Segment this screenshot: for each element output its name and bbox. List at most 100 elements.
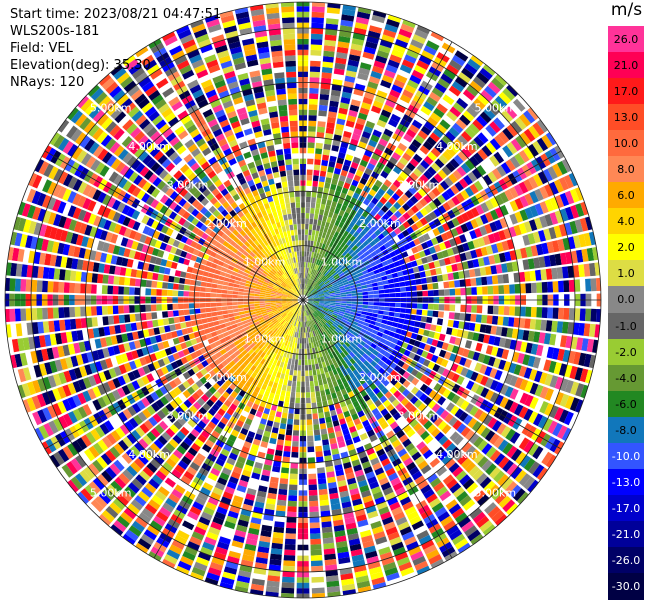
- velocity-gate: [80, 283, 86, 294]
- velocity-gate: [277, 433, 285, 441]
- velocity-gate: [395, 104, 406, 114]
- velocity-gate: [308, 364, 312, 371]
- velocity-gate: [445, 499, 458, 511]
- velocity-gate: [459, 234, 467, 243]
- velocity-gate: [518, 222, 527, 235]
- velocity-gate: [206, 282, 212, 288]
- velocity-gate: [432, 363, 441, 373]
- velocity-gate: [323, 324, 328, 331]
- velocity-gate: [519, 209, 529, 221]
- velocity-gate: [377, 383, 385, 391]
- velocity-gate: [545, 454, 557, 468]
- velocity-gate: [449, 529, 463, 541]
- velocity-gate: [506, 124, 519, 137]
- velocity-gate: [393, 201, 402, 210]
- velocity-gate: [498, 252, 507, 263]
- velocity-gate: [473, 136, 485, 148]
- velocity-gate: [359, 317, 366, 322]
- velocity-gate: [373, 325, 380, 331]
- velocity-gate: [332, 79, 343, 86]
- velocity-gate: [422, 303, 429, 310]
- velocity-gate: [274, 416, 281, 423]
- velocity-gate: [320, 88, 330, 95]
- velocity-gate: [382, 280, 389, 285]
- velocity-gate: [464, 429, 476, 441]
- velocity-gate: [394, 312, 400, 318]
- velocity-gate: [317, 478, 327, 485]
- velocity-gate: [311, 274, 315, 281]
- velocity-gate: [339, 311, 345, 315]
- velocity-gate: [322, 288, 329, 292]
- velocity-gate: [205, 302, 211, 308]
- velocity-gate: [275, 298, 282, 300]
- velocity-gate: [505, 428, 516, 441]
- velocity-gate: [402, 424, 412, 434]
- velocity-gate: [446, 64, 460, 76]
- velocity-gate: [306, 284, 310, 290]
- velocity-gate: [380, 421, 389, 430]
- velocity-gate: [477, 353, 486, 363]
- velocity-gate: [509, 250, 517, 261]
- velocity-gate: [380, 79, 392, 89]
- velocity-gate: [465, 380, 475, 391]
- velocity-gate: [473, 408, 484, 420]
- velocity-gate: [288, 358, 292, 365]
- velocity-gate: [436, 318, 444, 326]
- velocity-gate: [167, 289, 173, 296]
- velocity-gate: [332, 380, 338, 387]
- velocity-gate: [463, 414, 473, 426]
- velocity-gate: [438, 154, 449, 165]
- velocity-gate: [118, 286, 124, 295]
- velocity-gate: [496, 423, 507, 435]
- velocity-gate: [304, 289, 306, 295]
- velocity-gate: [342, 279, 349, 284]
- velocity-gate: [386, 403, 395, 412]
- velocity-gate: [383, 306, 390, 311]
- velocity-gate: [210, 288, 217, 293]
- velocity-gate: [397, 142, 408, 152]
- velocity-gate: [427, 310, 434, 317]
- velocity-gate: [345, 70, 357, 78]
- velocity-gate: [404, 84, 417, 94]
- velocity-gate: [280, 472, 289, 479]
- velocity-gate: [405, 286, 412, 292]
- velocity-gate: [9, 278, 16, 292]
- velocity-gate: [308, 370, 313, 376]
- velocity-gate: [354, 22, 368, 30]
- velocity-gate: [469, 449, 481, 461]
- velocity-gate: [480, 214, 489, 225]
- velocity-gate: [329, 155, 337, 163]
- velocity-gate: [393, 227, 402, 235]
- velocity-gate: [313, 297, 320, 299]
- velocity-gate: [151, 280, 158, 288]
- velocity-gate: [336, 316, 343, 321]
- velocity-gate: [321, 284, 327, 289]
- velocity-gate: [371, 282, 378, 287]
- velocity-gate: [394, 443, 404, 453]
- velocity-gate: [393, 365, 402, 373]
- velocity-gate: [500, 426, 512, 438]
- velocity-gate: [388, 331, 396, 338]
- velocity-gate: [504, 251, 512, 262]
- velocity-gate: [314, 336, 318, 342]
- velocity-gate: [546, 241, 555, 254]
- velocity-gate: [334, 291, 341, 294]
- velocity-gate: [294, 364, 298, 371]
- velocity-gate: [352, 331, 359, 337]
- velocity-gate: [323, 263, 328, 269]
- velocity-gate: [363, 46, 377, 55]
- velocity-gate: [530, 307, 537, 318]
- velocity-gate: [308, 267, 311, 274]
- velocity-gate: [312, 186, 318, 193]
- velocity-gate: [371, 395, 379, 403]
- velocity-gate: [168, 275, 175, 283]
- velocity-gate: [366, 236, 374, 244]
- velocity-gate: [355, 373, 363, 381]
- velocity-gate: [485, 463, 497, 476]
- velocity-gate: [368, 139, 378, 148]
- velocity-gate: [289, 353, 293, 359]
- velocity-gate: [311, 587, 325, 594]
- velocity-gate: [317, 374, 322, 381]
- velocity-gate: [451, 328, 458, 337]
